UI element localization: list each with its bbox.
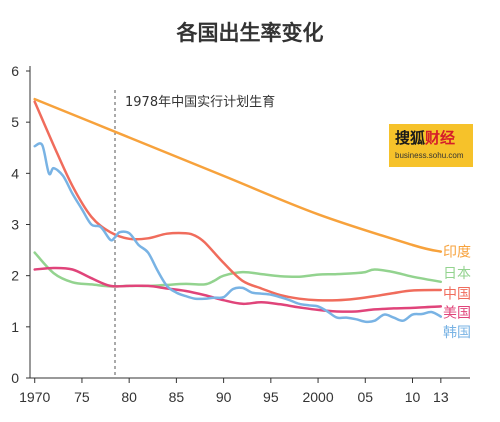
logo-name-part1: 搜狐 [395, 129, 426, 147]
y-tick-label-6: 6 [11, 63, 19, 79]
series-line-3 [33, 266, 443, 313]
annotation-text: 1978年中国实行计划生育 [125, 94, 275, 110]
x-tick-label-0: 1970 [19, 389, 50, 405]
series-label-4: 韩国 [443, 325, 471, 341]
x-tick-label-2: 80 [121, 389, 137, 405]
y-tick-label-3: 3 [11, 217, 19, 233]
series-label-2: 中国 [443, 287, 471, 303]
series-line-0 [33, 97, 443, 253]
x-tick-label-6: 2000 [302, 389, 333, 405]
series-label-3: 美国 [443, 306, 471, 322]
y-tick-label-4: 4 [11, 165, 19, 181]
y-tick-label-5: 5 [11, 114, 19, 130]
logo-url: business.sohu.com [395, 151, 464, 160]
x-tick-label-9: 13 [433, 389, 449, 405]
series-label-0: 印度 [443, 245, 471, 261]
series-label-1: 日本 [443, 266, 471, 282]
chart-title: 各国出生率变化 [176, 21, 324, 45]
x-tick-label-8: 10 [405, 389, 421, 405]
series-line-4 [33, 142, 443, 324]
axes: 0 1 2 3 4 5 6 1970 75 80 85 90 95 2000 05 10 13 [11, 63, 470, 405]
y-tick-label-2: 2 [11, 268, 19, 284]
series-lines [33, 97, 443, 324]
x-tick-label-5: 95 [263, 389, 279, 405]
x-tick-label-1: 75 [74, 389, 90, 405]
y-tick-label-0: 0 [11, 370, 19, 386]
logo-name: 搜狐财经 [395, 127, 455, 148]
y-tick-label-1: 1 [11, 319, 19, 335]
x-tick-label-7: 05 [357, 389, 373, 405]
series-line-2 [33, 100, 443, 302]
logo-name-part2: 财经 [425, 129, 456, 147]
sohu-business-logo: 搜狐财经 business.sohu.com [389, 124, 473, 167]
x-tick-label-3: 85 [169, 389, 185, 405]
annotation: 1978年中国实行计划生育 [114, 90, 275, 378]
x-tick-label-4: 90 [216, 389, 232, 405]
